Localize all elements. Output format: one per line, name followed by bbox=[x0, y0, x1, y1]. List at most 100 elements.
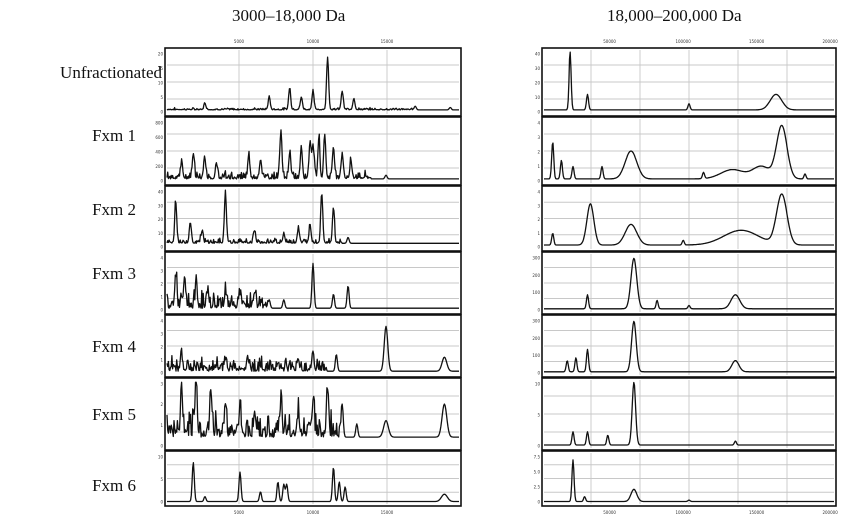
y-tick-label: 4 bbox=[160, 256, 163, 261]
y-tick-label: 300 bbox=[532, 319, 540, 324]
y-tick-label: 2 bbox=[160, 345, 163, 350]
y-tick-label: 20 bbox=[158, 217, 164, 222]
spectrum-trace bbox=[166, 129, 459, 180]
y-tick-label: 1 bbox=[160, 295, 163, 300]
y-tick-label: 0 bbox=[160, 245, 163, 250]
y-tick-label: 40 bbox=[535, 52, 541, 57]
y-tick-label: 5 bbox=[537, 413, 540, 418]
spectrum-trace bbox=[544, 124, 834, 180]
row-label-fxm-4: Fxm 4 bbox=[92, 337, 136, 356]
spectrum-trace bbox=[166, 189, 459, 244]
spectrum-trace bbox=[167, 462, 459, 503]
spectrum-panel-r2-c2: 4 3 2 1 0 bbox=[537, 116, 837, 186]
y-tick-label: 20 bbox=[158, 52, 164, 57]
spectrum-trace bbox=[166, 262, 459, 309]
y-tick-label: 200 bbox=[155, 164, 163, 169]
x-tick-label-top: 150000 bbox=[749, 39, 765, 44]
row-label-fxm-6: Fxm 6 bbox=[92, 476, 136, 495]
row-label-unfractionated: Unfractionated bbox=[60, 63, 162, 82]
y-tick-label: 15 bbox=[158, 66, 164, 71]
y-tick-label: 400 bbox=[155, 150, 163, 155]
y-tick-label: 4 bbox=[160, 319, 163, 324]
y-tick-label: 10 bbox=[158, 81, 164, 86]
y-tick-label: 0 bbox=[537, 245, 540, 250]
y-tick-label: 100 bbox=[532, 353, 540, 358]
x-tick-label-bottom: 100000 bbox=[675, 510, 691, 515]
spectrum-trace bbox=[544, 381, 834, 446]
spectrum-panel-r2-c1: 800 600 400 200 0 bbox=[155, 116, 462, 186]
y-tick-label: 1 bbox=[160, 358, 163, 363]
row-label-fxm-5: Fxm 5 bbox=[92, 405, 136, 424]
y-tick-label: 0 bbox=[537, 444, 540, 449]
y-tick-label: 0 bbox=[160, 308, 163, 313]
y-tick-label: 0 bbox=[160, 500, 163, 505]
y-tick-label: 4 bbox=[537, 121, 540, 126]
x-tick-label-top: 15000 bbox=[381, 39, 394, 44]
x-tick-label-top: 10000 bbox=[307, 39, 320, 44]
y-tick-label: 5 bbox=[160, 477, 163, 482]
y-tick-label: 200 bbox=[532, 273, 540, 278]
spectrum-trace bbox=[544, 257, 834, 310]
x-tick-label-top: 100000 bbox=[675, 39, 691, 44]
x-tick-label-bottom: 150000 bbox=[749, 510, 765, 515]
spectrum-panel-r4-c1: 4 3 2 1 0 bbox=[160, 251, 462, 315]
y-tick-label: 0 bbox=[537, 500, 540, 505]
spectrum-panel-r3-c1: 40 30 20 10 0 bbox=[158, 185, 462, 252]
y-tick-label: 3 bbox=[160, 269, 163, 274]
spectrum-trace bbox=[166, 56, 459, 111]
y-tick-label: 7.5 bbox=[534, 455, 541, 460]
y-tick-label: 0 bbox=[160, 371, 163, 376]
y-tick-label: 2 bbox=[537, 217, 540, 222]
y-tick-label: 1 bbox=[537, 231, 540, 236]
row-label-fxm-1: Fxm 1 bbox=[92, 126, 136, 145]
spectrum-panel-r6-c2: 10 5 0 bbox=[535, 377, 837, 451]
column-title-high-mass: 18,000–200,000 Da bbox=[607, 6, 742, 25]
y-tick-label: 0 bbox=[537, 110, 540, 115]
y-tick-label: 0 bbox=[160, 179, 163, 184]
row-label-fxm-3: Fxm 3 bbox=[92, 264, 136, 283]
y-tick-label: 10 bbox=[535, 382, 541, 387]
y-tick-label: 1 bbox=[160, 423, 163, 428]
y-tick-label: 2 bbox=[537, 150, 540, 155]
x-tick-label-bottom: 5000 bbox=[234, 510, 245, 515]
spectrum-panel-r7-c1: 10 5 0 bbox=[158, 450, 462, 507]
y-tick-label: 40 bbox=[158, 190, 164, 195]
spectrum-panel-r6-c1: 3 2 1 0 bbox=[160, 377, 462, 451]
y-tick-label: 30 bbox=[535, 66, 541, 71]
spectrum-trace bbox=[166, 381, 459, 438]
spectrum-trace bbox=[544, 459, 834, 503]
y-tick-label: 600 bbox=[155, 135, 163, 140]
x-tick-label-top: 5000 bbox=[234, 39, 245, 44]
x-tick-label-bottom: 10000 bbox=[307, 510, 320, 515]
y-tick-label: 100 bbox=[532, 290, 540, 295]
y-tick-label: 300 bbox=[532, 256, 540, 261]
spectrum-trace bbox=[544, 51, 834, 111]
y-tick-label: 0 bbox=[537, 371, 540, 376]
spectrum-panel-r1-c2: 40 30 20 10 0 bbox=[535, 47, 837, 117]
x-tick-label-top: 200000 bbox=[822, 39, 838, 44]
y-tick-label: 20 bbox=[535, 81, 541, 86]
spectrum-trace bbox=[166, 325, 459, 372]
spectrum-panel-r5-c1: 4 3 2 1 0 bbox=[160, 314, 462, 378]
y-tick-label: 0 bbox=[160, 444, 163, 449]
spectrum-panel-r5-c2: 300 200 100 0 bbox=[532, 314, 837, 378]
y-tick-label: 2.5 bbox=[534, 485, 541, 490]
x-tick-label-bottom: 50000 bbox=[603, 510, 616, 515]
y-tick-label: 200 bbox=[532, 336, 540, 341]
y-tick-label: 3 bbox=[537, 203, 540, 208]
y-tick-label: 30 bbox=[158, 203, 164, 208]
y-tick-label: 3 bbox=[537, 135, 540, 140]
y-tick-label: 5 bbox=[160, 95, 163, 100]
row-label-fxm-2: Fxm 2 bbox=[92, 200, 136, 219]
y-tick-label: 0 bbox=[537, 179, 540, 184]
y-tick-label: 10 bbox=[158, 455, 164, 460]
spectrum-panel-r4-c2: 300 200 100 0 bbox=[532, 251, 837, 315]
y-tick-label: 10 bbox=[535, 95, 541, 100]
x-tick-label-bottom: 200000 bbox=[822, 510, 838, 515]
y-tick-label: 5.0 bbox=[534, 470, 541, 475]
y-tick-label: 1 bbox=[537, 164, 540, 169]
spectrum-trace bbox=[543, 193, 834, 246]
spectrum-panel-r1-c1: 20 15 10 5 0 bbox=[158, 47, 462, 117]
y-tick-label: 0 bbox=[537, 308, 540, 313]
